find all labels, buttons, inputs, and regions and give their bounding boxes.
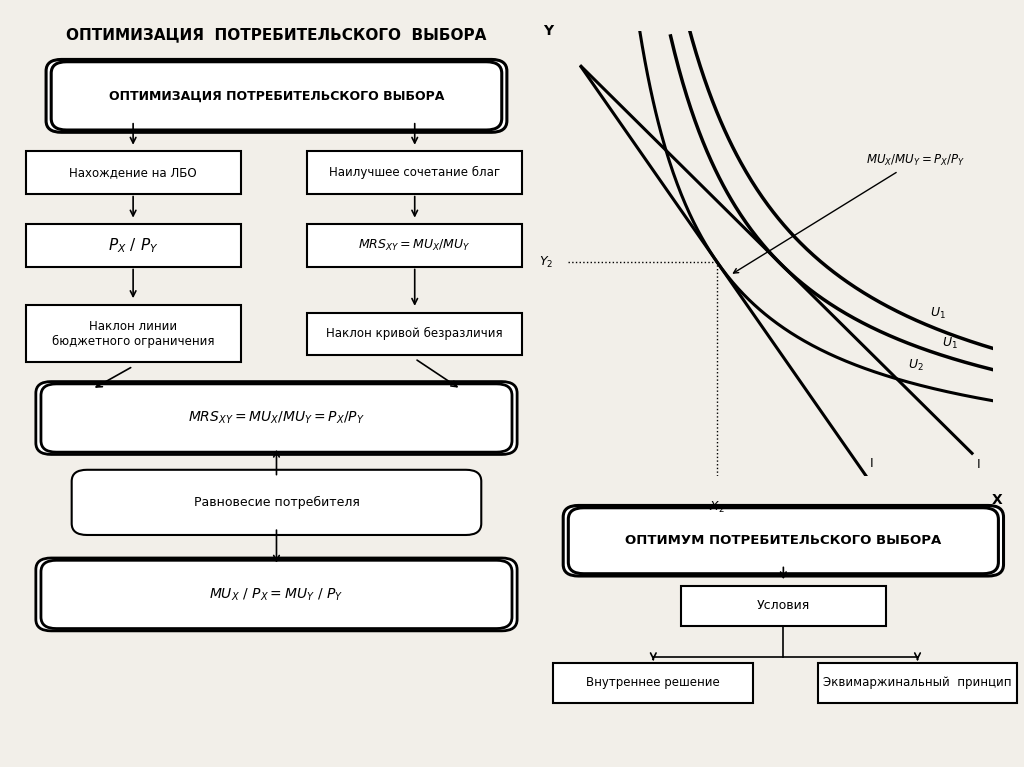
FancyBboxPatch shape (307, 224, 522, 266)
Text: $MRS_{XY}=MU_X/MU_Y=P_X/P_Y$: $MRS_{XY}=MU_X/MU_Y=P_X/P_Y$ (188, 410, 365, 426)
FancyBboxPatch shape (41, 560, 512, 629)
Text: Наклон линии
бюджетного ограничения: Наклон линии бюджетного ограничения (52, 320, 214, 347)
Text: Наклон кривой безразличия: Наклон кривой безразличия (327, 327, 503, 341)
FancyBboxPatch shape (72, 469, 481, 535)
Text: X: X (992, 493, 1002, 507)
FancyBboxPatch shape (26, 305, 241, 363)
Text: Внутреннее решение: Внутреннее решение (587, 676, 720, 689)
Text: $MRS_{XY}=MU_X/MU_Y$: $MRS_{XY}=MU_X/MU_Y$ (358, 238, 471, 253)
Text: $U_1$: $U_1$ (942, 335, 958, 351)
Text: I: I (870, 456, 873, 469)
FancyBboxPatch shape (26, 152, 241, 193)
Text: Y: Y (544, 24, 553, 38)
Text: $P_X\ /\ P_Y$: $P_X\ /\ P_Y$ (108, 236, 159, 255)
FancyBboxPatch shape (553, 663, 754, 703)
FancyBboxPatch shape (36, 558, 517, 630)
FancyBboxPatch shape (817, 663, 1018, 703)
FancyBboxPatch shape (307, 313, 522, 354)
FancyBboxPatch shape (36, 382, 517, 454)
Text: ОПТИМИЗАЦИЯ ПОТРЕБИТЕЛЬСКОГО ВЫБОРА: ОПТИМИЗАЦИЯ ПОТРЕБИТЕЛЬСКОГО ВЫБОРА (109, 90, 444, 102)
FancyBboxPatch shape (46, 60, 507, 132)
Text: Эквимаржинальный  принцип: Эквимаржинальный принцип (823, 676, 1012, 689)
Text: Условия: Условия (757, 600, 810, 612)
FancyBboxPatch shape (26, 224, 241, 266)
Text: ОПТИМИЗАЦИЯ  ПОТРЕБИТЕЛЬСКОГО  ВЫБОРА: ОПТИМИЗАЦИЯ ПОТРЕБИТЕЛЬСКОГО ВЫБОРА (67, 27, 486, 42)
Text: $U_2$: $U_2$ (908, 357, 924, 373)
FancyBboxPatch shape (307, 152, 522, 193)
FancyBboxPatch shape (568, 508, 998, 574)
Text: $Y_2$: $Y_2$ (540, 255, 553, 269)
FancyBboxPatch shape (681, 586, 886, 626)
Text: $X_2$: $X_2$ (710, 500, 725, 515)
FancyBboxPatch shape (563, 505, 1004, 576)
Text: I: I (976, 458, 980, 471)
Text: $U_1$: $U_1$ (930, 306, 945, 321)
Text: $MU_X\ /\ P_X = MU_Y\ /\ P_Y$: $MU_X\ /\ P_X = MU_Y\ /\ P_Y$ (209, 586, 344, 603)
Text: Наилучшее сочетание благ: Наилучшее сочетание благ (329, 166, 501, 179)
FancyBboxPatch shape (41, 384, 512, 453)
Text: Равновесие потребителя: Равновесие потребителя (194, 495, 359, 509)
Text: ОПТИМУМ ПОТРЕБИТЕЛЬСКОГО ВЫБОРА: ОПТИМУМ ПОТРЕБИТЕЛЬСКОГО ВЫБОРА (626, 535, 941, 547)
Text: $MU_X/MU_Y=P_X/P_Y$: $MU_X/MU_Y=P_X/P_Y$ (733, 153, 965, 273)
Text: Нахождение на ЛБО: Нахождение на ЛБО (70, 166, 197, 179)
FancyBboxPatch shape (51, 62, 502, 130)
